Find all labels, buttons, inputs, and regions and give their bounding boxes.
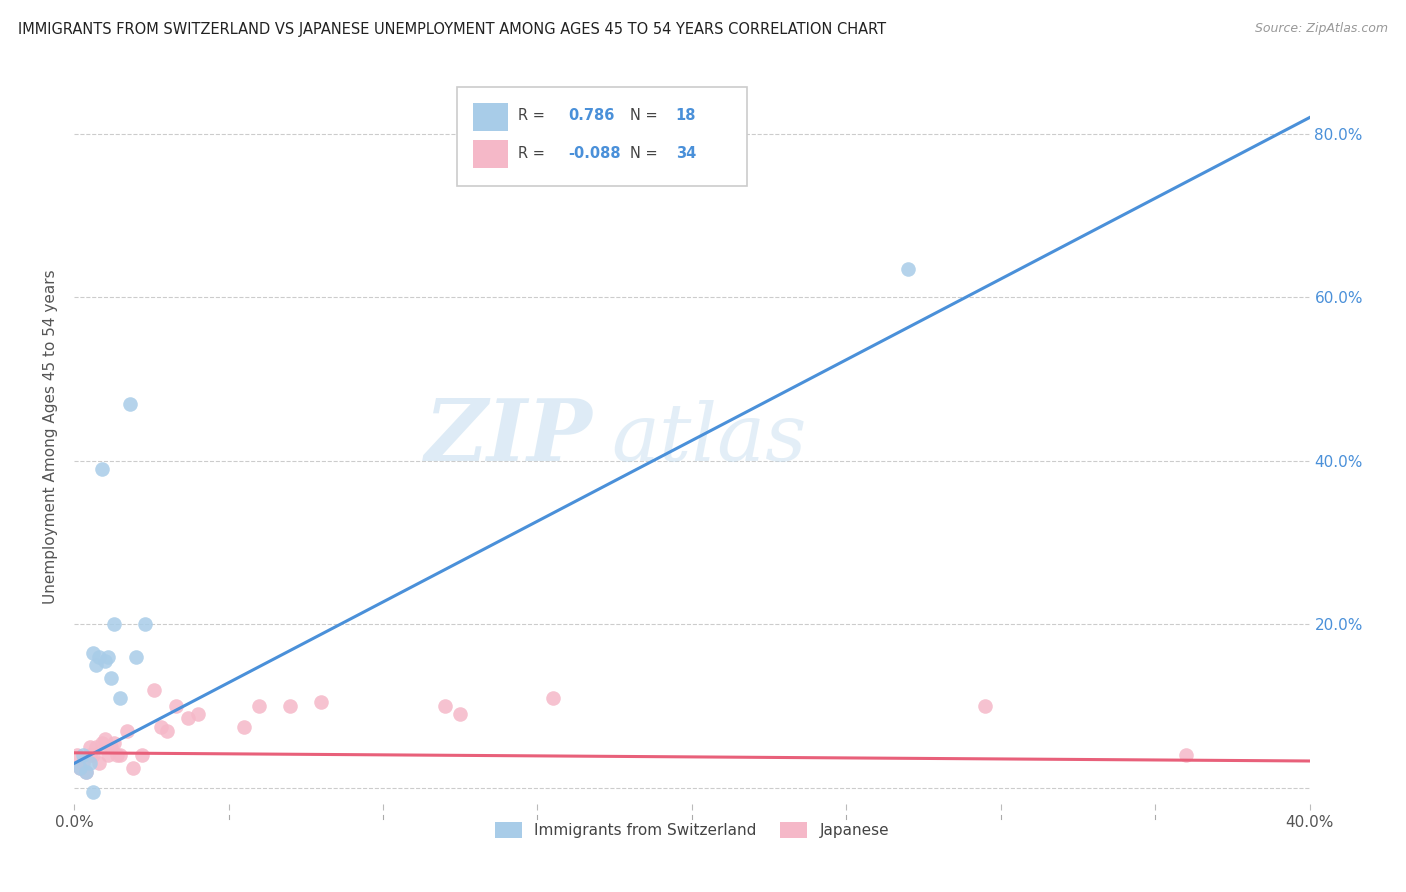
Point	[100, 740, 122, 755]
Point	[79, 756, 101, 771]
Text: -0.088: -0.088	[568, 145, 621, 161]
Point	[94, 654, 117, 668]
Point	[433, 699, 456, 714]
Point	[110, 748, 132, 763]
Point	[247, 699, 270, 714]
Point	[90, 462, 112, 476]
FancyBboxPatch shape	[457, 87, 748, 186]
Point	[97, 748, 120, 763]
Legend: Immigrants from Switzerland, Japanese: Immigrants from Switzerland, Japanese	[488, 816, 896, 845]
Point	[79, 740, 101, 755]
Point	[121, 760, 143, 774]
Text: 34: 34	[676, 145, 696, 161]
Point	[110, 691, 132, 706]
Point	[69, 760, 91, 774]
Point	[309, 695, 332, 709]
Point	[79, 748, 101, 763]
Point	[69, 760, 91, 774]
Point	[125, 650, 148, 665]
Text: IMMIGRANTS FROM SWITZERLAND VS JAPANESE UNEMPLOYMENT AMONG AGES 45 TO 54 YEARS C: IMMIGRANTS FROM SWITZERLAND VS JAPANESE …	[18, 22, 886, 37]
Point	[82, 748, 104, 763]
Text: R =: R =	[517, 108, 550, 123]
Point	[149, 720, 172, 734]
Text: ZIP: ZIP	[425, 394, 593, 478]
Point	[82, 646, 104, 660]
Point	[1175, 748, 1198, 763]
Point	[177, 711, 200, 725]
Point	[974, 699, 997, 714]
Point	[897, 261, 920, 276]
Point	[90, 736, 112, 750]
Text: N =: N =	[630, 145, 662, 161]
FancyBboxPatch shape	[474, 103, 508, 131]
Point	[72, 748, 94, 763]
Point	[115, 723, 138, 738]
Text: Source: ZipAtlas.com: Source: ZipAtlas.com	[1254, 22, 1388, 36]
Point	[143, 682, 166, 697]
Point	[87, 756, 110, 771]
Text: atlas: atlas	[612, 400, 807, 477]
Text: R =: R =	[517, 145, 550, 161]
Point	[118, 397, 141, 411]
Point	[75, 764, 97, 779]
Point	[66, 748, 89, 763]
Text: 0.786: 0.786	[568, 108, 614, 123]
Point	[233, 720, 256, 734]
Point	[84, 740, 107, 755]
Point	[156, 723, 179, 738]
Point	[97, 650, 120, 665]
Point	[72, 756, 94, 771]
Text: N =: N =	[630, 108, 662, 123]
Point	[94, 731, 117, 746]
FancyBboxPatch shape	[474, 140, 508, 168]
Point	[75, 764, 97, 779]
Point	[105, 748, 128, 763]
Y-axis label: Unemployment Among Ages 45 to 54 years: Unemployment Among Ages 45 to 54 years	[44, 269, 58, 604]
Point	[187, 707, 209, 722]
Point	[100, 671, 122, 685]
Point	[103, 736, 125, 750]
Point	[134, 617, 156, 632]
Point	[165, 699, 187, 714]
Point	[131, 748, 153, 763]
Text: 18: 18	[676, 108, 696, 123]
Point	[449, 707, 471, 722]
Point	[541, 691, 564, 706]
Point	[87, 650, 110, 665]
Point	[278, 699, 301, 714]
Point	[82, 785, 104, 799]
Point	[103, 617, 125, 632]
Point	[84, 658, 107, 673]
